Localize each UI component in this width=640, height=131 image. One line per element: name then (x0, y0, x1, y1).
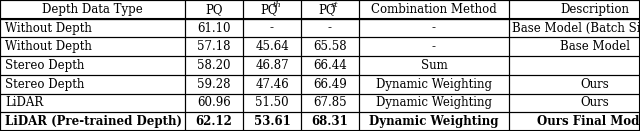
Text: PQ: PQ (205, 3, 223, 16)
Bar (509, 112, 640, 131)
Bar (509, 56, 640, 75)
Text: 57.18: 57.18 (197, 40, 231, 53)
Bar (243, 94, 301, 112)
Bar (243, 56, 301, 75)
Bar (0, 75, 185, 94)
Bar (509, 19, 640, 37)
Text: 61.10: 61.10 (197, 22, 231, 35)
Bar (243, 112, 301, 131)
Bar (301, 0, 359, 19)
Text: Dynamic Weighting: Dynamic Weighting (376, 78, 492, 91)
Bar (359, 56, 509, 75)
Text: 47.46: 47.46 (255, 78, 289, 91)
Text: 68.31: 68.31 (312, 115, 348, 128)
Bar (301, 37, 359, 56)
Bar (509, 37, 640, 56)
Text: Dynamic Weighting: Dynamic Weighting (369, 115, 499, 128)
Bar (359, 94, 509, 112)
Text: 62.12: 62.12 (196, 115, 232, 128)
Text: LiDAR: LiDAR (5, 96, 44, 109)
Text: 66.44: 66.44 (313, 59, 347, 72)
Bar (0, 0, 185, 19)
Bar (185, 94, 243, 112)
Bar (243, 37, 301, 56)
Bar (509, 0, 640, 19)
Text: 53.61: 53.61 (253, 115, 291, 128)
Bar (301, 94, 359, 112)
Text: Stereo Depth: Stereo Depth (5, 78, 84, 91)
Bar (185, 19, 243, 37)
Text: 46.87: 46.87 (255, 59, 289, 72)
Text: st: st (331, 1, 339, 9)
Bar (359, 19, 509, 37)
Text: Ours: Ours (580, 96, 609, 109)
Bar (185, 112, 243, 131)
Text: Base Model (Batch Size 16): Base Model (Batch Size 16) (512, 22, 640, 35)
Text: Combination Method: Combination Method (371, 3, 497, 16)
Text: Sum: Sum (420, 59, 447, 72)
Text: 66.49: 66.49 (313, 78, 347, 91)
Bar (359, 75, 509, 94)
Text: -: - (270, 22, 274, 35)
Bar (0, 112, 185, 131)
Bar (185, 37, 243, 56)
Text: Without Depth: Without Depth (5, 22, 92, 35)
Text: -: - (432, 22, 436, 35)
Bar (301, 112, 359, 131)
Text: 51.50: 51.50 (255, 96, 289, 109)
Bar (0, 19, 185, 37)
Text: 65.58: 65.58 (313, 40, 347, 53)
Bar (0, 37, 185, 56)
Bar (185, 75, 243, 94)
Bar (243, 19, 301, 37)
Text: PQ: PQ (260, 3, 278, 16)
Text: th: th (273, 1, 282, 9)
Text: Dynamic Weighting: Dynamic Weighting (376, 96, 492, 109)
Text: 67.85: 67.85 (313, 96, 347, 109)
Text: Stereo Depth: Stereo Depth (5, 59, 84, 72)
Bar (359, 37, 509, 56)
Bar (0, 94, 185, 112)
Text: Ours: Ours (580, 78, 609, 91)
Text: 45.64: 45.64 (255, 40, 289, 53)
Text: Without Depth: Without Depth (5, 40, 92, 53)
Text: -: - (432, 40, 436, 53)
Bar (185, 0, 243, 19)
Text: -: - (328, 22, 332, 35)
Text: 58.20: 58.20 (197, 59, 231, 72)
Text: LiDAR (Pre-trained Depth): LiDAR (Pre-trained Depth) (5, 115, 182, 128)
Bar (243, 0, 301, 19)
Text: Description: Description (560, 3, 629, 16)
Bar (301, 75, 359, 94)
Text: PQ: PQ (318, 3, 336, 16)
Bar (0, 56, 185, 75)
Bar (359, 0, 509, 19)
Bar (301, 19, 359, 37)
Bar (509, 94, 640, 112)
Bar (185, 56, 243, 75)
Bar (509, 75, 640, 94)
Bar (243, 75, 301, 94)
Bar (359, 112, 509, 131)
Text: 60.96: 60.96 (197, 96, 231, 109)
Text: Ours Final Model: Ours Final Model (538, 115, 640, 128)
Bar (301, 56, 359, 75)
Text: Depth Data Type: Depth Data Type (42, 3, 143, 16)
Text: Base Model: Base Model (559, 40, 630, 53)
Text: 59.28: 59.28 (197, 78, 231, 91)
